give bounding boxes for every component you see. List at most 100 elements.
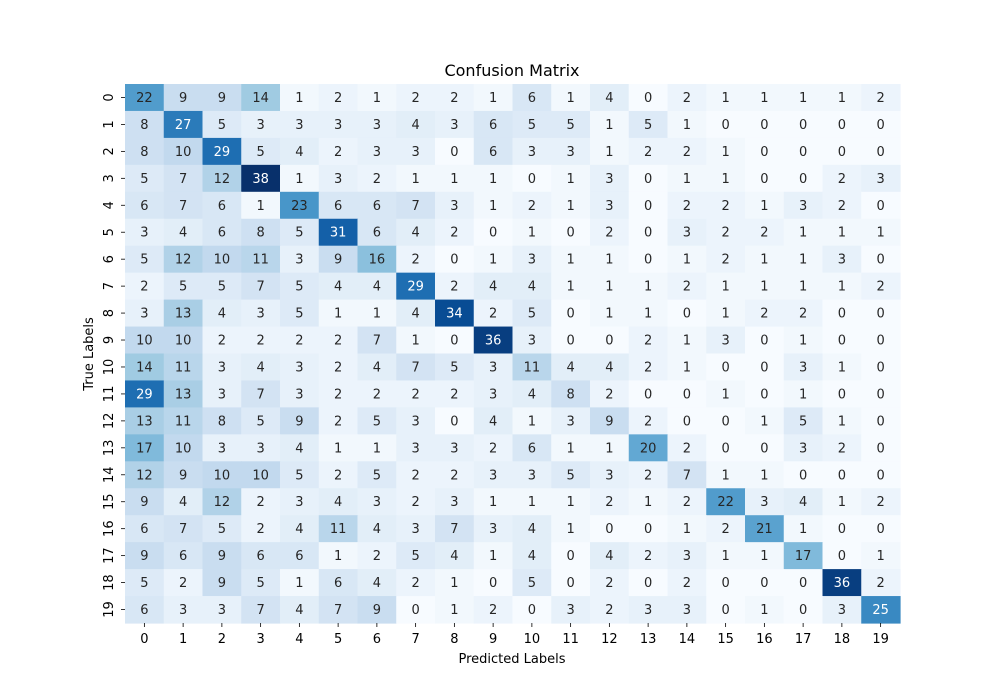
cell-value-label: 5 (799, 414, 807, 429)
cell-value-label: 6 (373, 226, 381, 241)
heatmap-cell-r2-c7 (396, 137, 436, 166)
cell-value-label: 1 (373, 307, 381, 322)
heatmap-cell-r14-c14 (667, 461, 707, 489)
cell-value-label: 1 (683, 334, 691, 349)
heatmap-cell-r13-c13 (628, 434, 669, 462)
cell-value-label: 1 (760, 549, 768, 564)
heatmap-cell-r14-c15 (706, 461, 746, 489)
cell-value-label: 27 (175, 118, 192, 133)
cell-value-label: 3 (566, 603, 574, 618)
heatmap-cell-r9-c18 (822, 326, 862, 355)
heatmap-cell-r18-c4 (280, 569, 320, 597)
cell-value-label: 2 (373, 172, 381, 187)
cell-value-label: 0 (760, 360, 768, 375)
heatmap-cell-r0-c19 (861, 84, 901, 112)
cell-value-label: 4 (489, 280, 497, 295)
heatmap-cell-r0-c7 (396, 84, 436, 112)
heatmap-cell-r4-c12 (590, 191, 630, 220)
heatmap-cell-r7-c7 (396, 272, 436, 301)
heatmap-cell-r17-c19 (861, 542, 901, 570)
cell-value-label: 4 (295, 522, 303, 537)
cell-value-label: 0 (799, 172, 807, 187)
heatmap-cell-r9-c8 (435, 326, 475, 355)
cell-value-label: 1 (373, 91, 381, 106)
y-tick-label: 19 (102, 601, 117, 618)
cell-value-label: 3 (256, 441, 264, 456)
cell-value-label: 13 (136, 414, 153, 429)
cell-value-label: 3 (605, 468, 613, 483)
cell-value-label: 2 (721, 522, 729, 537)
cell-value-label: 1 (566, 441, 574, 456)
heatmap-cell-r17-c11 (551, 542, 591, 570)
heatmap-cell-r1-c0 (125, 110, 165, 139)
heatmap-cell-r6-c13 (628, 245, 669, 274)
cell-value-label: 29 (214, 145, 231, 160)
heatmap-cell-r0-c9 (473, 84, 514, 112)
heatmap-cell-r16-c4 (280, 515, 320, 543)
cell-value-label: 0 (450, 145, 458, 160)
cell-value-label: 12 (136, 468, 153, 483)
heatmap-cell-r19-c16 (745, 596, 785, 624)
heatmap-cell-r16-c12 (590, 515, 630, 543)
heatmap-cell-r9-c1 (163, 326, 204, 355)
heatmap-cell-r0-c2 (202, 84, 242, 112)
cell-value-label: 9 (218, 549, 226, 564)
heatmap-cell-r0-c14 (667, 84, 707, 112)
heatmap-cell-r17-c10 (512, 542, 552, 570)
heatmap-cell-r9-c3 (241, 326, 281, 355)
cell-value-label: 1 (838, 495, 846, 510)
heatmap-cell-r3-c1 (163, 164, 204, 193)
heatmap-cell-r19-c12 (590, 596, 630, 624)
x-tick-label: 1 (179, 632, 187, 647)
heatmap-cell-r4-c2 (202, 191, 242, 220)
heatmap-cell-r10-c10 (512, 353, 552, 382)
cell-value-label: 2 (644, 414, 652, 429)
cell-value-label: 0 (838, 549, 846, 564)
cell-value-label: 1 (683, 522, 691, 537)
cell-value-label: 3 (489, 522, 497, 537)
heatmap-cell-r15-c18 (822, 488, 862, 516)
cell-value-label: 0 (876, 118, 884, 133)
cell-value-label: 3 (644, 603, 652, 618)
heatmap-cell-r7-c15 (706, 272, 746, 301)
heatmap-cell-r0-c11 (551, 84, 591, 112)
heatmap-cell-r19-c4 (280, 596, 320, 624)
heatmap-cell-r4-c3 (241, 191, 281, 220)
cell-value-label: 3 (528, 334, 536, 349)
x-tick-label: 10 (524, 632, 541, 647)
heatmap-cell-r9-c10 (512, 326, 552, 355)
cell-value-label: 1 (721, 91, 729, 106)
cell-value-label: 0 (605, 522, 613, 537)
cell-value-label: 3 (876, 172, 884, 187)
heatmap-cell-r10-c3 (241, 353, 281, 382)
heatmap-cell-r14-c19 (861, 461, 901, 489)
cell-value-label: 1 (373, 441, 381, 456)
cell-value-label: 1 (295, 91, 303, 106)
cell-value-label: 3 (566, 145, 574, 160)
heatmap-cell-r10-c6 (357, 353, 397, 382)
heatmap-cell-r13-c9 (473, 434, 514, 462)
cell-value-label: 2 (295, 334, 303, 349)
cell-value-label: 4 (373, 576, 381, 591)
cell-value-label: 12 (175, 253, 192, 268)
heatmap-cell-r15-c3 (241, 488, 281, 516)
heatmap-cell-r13-c15 (706, 434, 746, 462)
heatmap-cell-r7-c2 (202, 272, 242, 301)
cell-value-label: 9 (373, 603, 381, 618)
heatmap-cell-r3-c7 (396, 164, 436, 193)
cell-value-label: 1 (489, 172, 497, 187)
heatmap-cell-r13-c17 (783, 434, 824, 462)
cell-value-label: 0 (683, 387, 691, 402)
cell-value-label: 3 (450, 441, 458, 456)
cell-value-label: 0 (721, 414, 729, 429)
cell-value-label: 1 (760, 280, 768, 295)
cell-value-label: 11 (252, 253, 269, 268)
heatmap-cell-r0-c16 (745, 84, 785, 112)
cell-value-label: 3 (295, 495, 303, 510)
heatmap-cell-r15-c13 (628, 488, 669, 516)
heatmap-cell-r3-c10 (512, 164, 552, 193)
cell-value-label: 3 (605, 199, 613, 214)
cell-value-label: 5 (140, 576, 148, 591)
cell-value-label: 2 (450, 280, 458, 295)
cell-value-label: 9 (295, 414, 303, 429)
